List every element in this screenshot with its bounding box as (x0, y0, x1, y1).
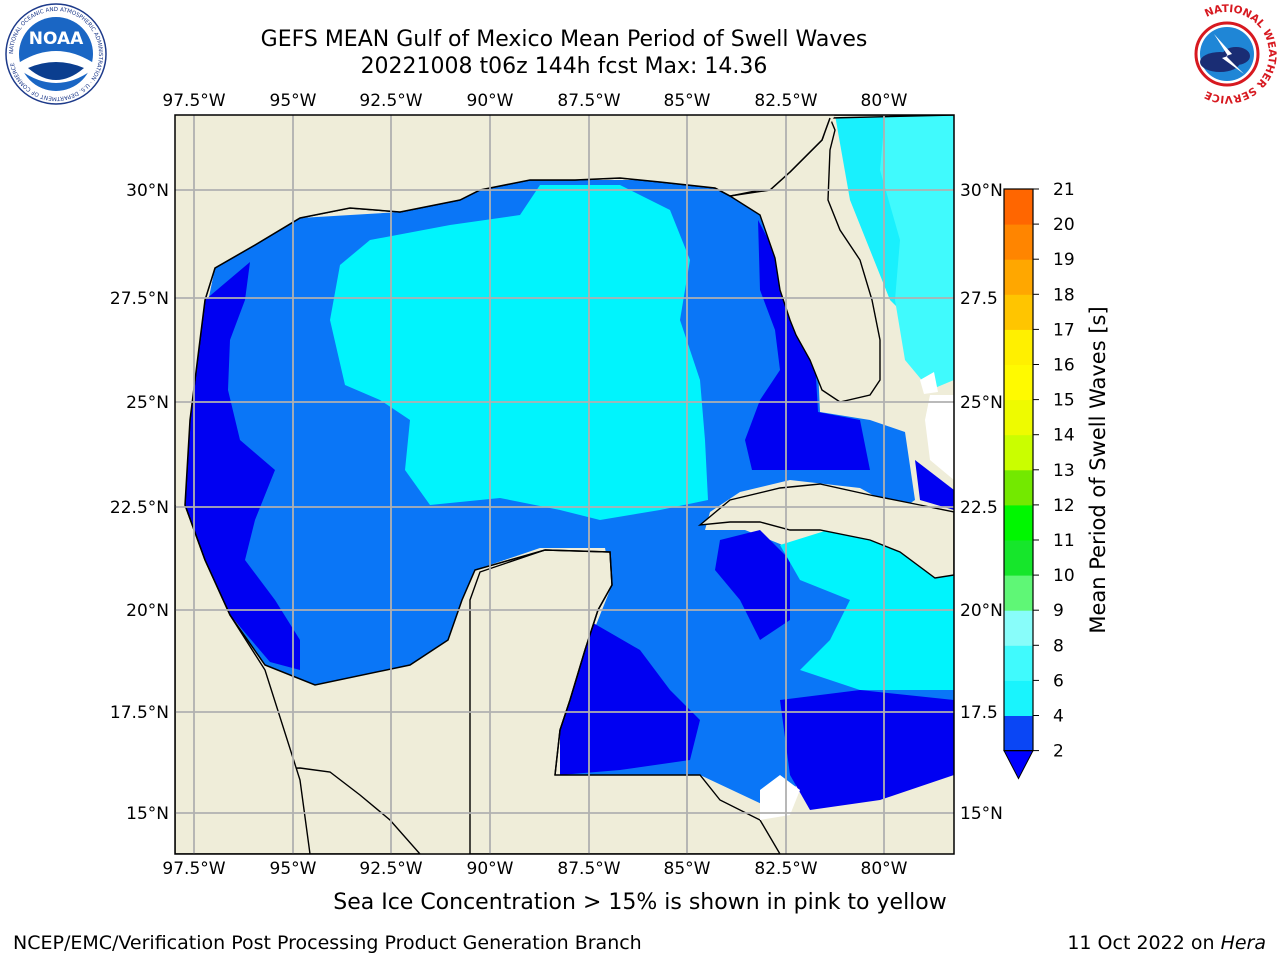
colorbar-tick-label: 10 (1053, 566, 1075, 586)
colorbar-tick-label: 17 (1053, 320, 1075, 340)
run-date: 11 Oct 2022 on (1067, 932, 1215, 954)
lat-label: 22.5°N (110, 498, 169, 518)
bahamas-swell-0-2s (915, 460, 954, 510)
gulf-coastline (184, 117, 831, 776)
colorbar-band (1004, 645, 1033, 681)
colorbar-band (1004, 399, 1033, 436)
colorbar-tick-label: 15 (1053, 391, 1075, 411)
lon-label: 87.5°W (557, 91, 620, 111)
lat-label: 27.5 (960, 289, 998, 309)
atlantic-swell-6-8s (880, 115, 954, 390)
colorbar-tick-label: 2 (1053, 742, 1064, 762)
colorbar-band (1004, 329, 1033, 365)
colorbar-label: Mean Period of Swell Waves [s] (1086, 306, 1110, 633)
map-title: GEFS MEAN Gulf of Mexico Mean Period of … (260, 27, 868, 52)
lon-label: 95°W (270, 91, 317, 111)
lon-label: 80°W (861, 859, 908, 879)
lon-label: 82.5°W (754, 91, 817, 111)
colorbar-band (1004, 294, 1033, 330)
lon-label: 97.5°W (162, 91, 225, 111)
colorbar-tick-label: 20 (1053, 215, 1075, 235)
lat-label: 17.5°N (110, 703, 169, 723)
map-gridlines (175, 115, 954, 854)
colorbar-band (1004, 189, 1033, 225)
colorbar-band (1004, 434, 1033, 471)
lon-label: 90°W (467, 859, 514, 879)
colorbar-tick-label: 21 (1053, 180, 1075, 200)
colorbar-tick-label: 13 (1053, 461, 1075, 481)
colorbar: 2 4 6 8 9 10 11 12 13 14 15 16 17 18 19 20 21 (1003, 180, 1075, 780)
lon-label: 80°W (861, 91, 908, 111)
lon-label: 82.5°W (754, 859, 817, 879)
colorbar-tick-label: 4 (1053, 707, 1064, 727)
credit-text: NCEP/EMC/Verification Post Processing Pr… (13, 932, 642, 954)
colorbar-tick-label: 12 (1053, 496, 1075, 516)
lat-label: 15°N (126, 804, 169, 824)
land-north-coast (175, 115, 835, 505)
lat-label: 25°N (126, 393, 169, 413)
lon-label: 92.5°W (359, 91, 422, 111)
noaa-logo: NOAA NATIONAL OCEANIC AND ATMOSPHERIC AD… (5, 3, 107, 105)
colorbar-band (1004, 715, 1033, 752)
lat-label: 30°N (126, 181, 169, 201)
colorbar-tick-label: 9 (1053, 601, 1064, 621)
colorbar-band (1004, 610, 1033, 646)
lon-label: 87.5°W (557, 859, 620, 879)
central-gulf-swell-4-6s (330, 185, 708, 520)
lat-label: 25°N (960, 393, 1003, 413)
colorbar-band (1004, 224, 1033, 260)
lon-label: 92.5°W (359, 859, 422, 879)
colorbar-band (1004, 259, 1033, 295)
noaa-logo-text: NOAA (29, 29, 84, 49)
colorbar-band (1004, 364, 1033, 401)
yucatan-channel-swell-0-2s (560, 620, 700, 775)
lat-label: 27.5°N (110, 289, 169, 309)
colorbar-extend-arrow (1003, 750, 1034, 780)
lat-label: 17.5 (960, 703, 998, 723)
lon-label: 90°W (467, 91, 514, 111)
colorbar-tick-label: 18 (1053, 285, 1075, 305)
forecast-subtitle: 20221008 t06z 144h fcst Max: 14.36 (360, 54, 768, 79)
lat-label: 15°N (960, 804, 1003, 824)
colorbar-band (1004, 504, 1033, 541)
lat-label: 30°N (960, 181, 1003, 201)
western-gulf-swell-0-2s (185, 262, 300, 670)
lon-label: 97.5°W (162, 859, 225, 879)
colorbar-band (1004, 469, 1033, 506)
run-stamp: 11 Oct 2022 on Hera (1067, 932, 1266, 954)
colorbar-tick-label: 16 (1053, 356, 1075, 376)
no-data-patch (760, 372, 954, 820)
nws-logo: NATIONAL WEATHER SERVICE (1180, 3, 1278, 105)
colorbar-tick-label: 6 (1053, 671, 1064, 691)
lat-label: 20°N (126, 601, 169, 621)
lon-label: 85°W (664, 91, 711, 111)
lon-label: 85°W (664, 859, 711, 879)
left-latitude-labels: 30°N 27.5°N 25°N 22.5°N 20°N 17.5°N 15°N (110, 181, 169, 824)
colorbar-band (1004, 575, 1033, 611)
lon-label: 95°W (270, 859, 317, 879)
top-longitude-labels: 97.5°W 95°W 92.5°W 90°W 87.5°W 85°W 82.5… (162, 91, 907, 111)
sea-ice-note: Sea Ice Concentration > 15% is shown in … (333, 890, 947, 915)
colorbar-tick-label: 8 (1053, 636, 1064, 656)
lat-label: 22.5 (960, 498, 998, 518)
caribbean-swell-4-6s (780, 520, 954, 690)
colorbar-tick-label: 19 (1053, 250, 1075, 270)
map-frame (174, 114, 955, 855)
caribbean-swell-0-2s (715, 530, 790, 640)
swell-period-field (175, 115, 954, 854)
south-caribbean-swell-0-2s (780, 690, 954, 810)
colorbar-band (1004, 680, 1033, 716)
right-latitude-labels: 30°N 27.5 25°N 22.5 20°N 17.5 15°N (960, 181, 1003, 824)
lat-label: 20°N (960, 601, 1003, 621)
machine-name: Hera (1220, 932, 1266, 954)
colorbar-band (1004, 540, 1033, 576)
bottom-longitude-labels: 97.5°W 95°W 92.5°W 90°W 87.5°W 85°W 82.5… (162, 859, 907, 879)
colorbar-tick-label: 11 (1053, 531, 1075, 551)
eastern-gulf-swell-0-2s (745, 220, 870, 470)
colorbar-tick-label: 14 (1053, 426, 1075, 446)
